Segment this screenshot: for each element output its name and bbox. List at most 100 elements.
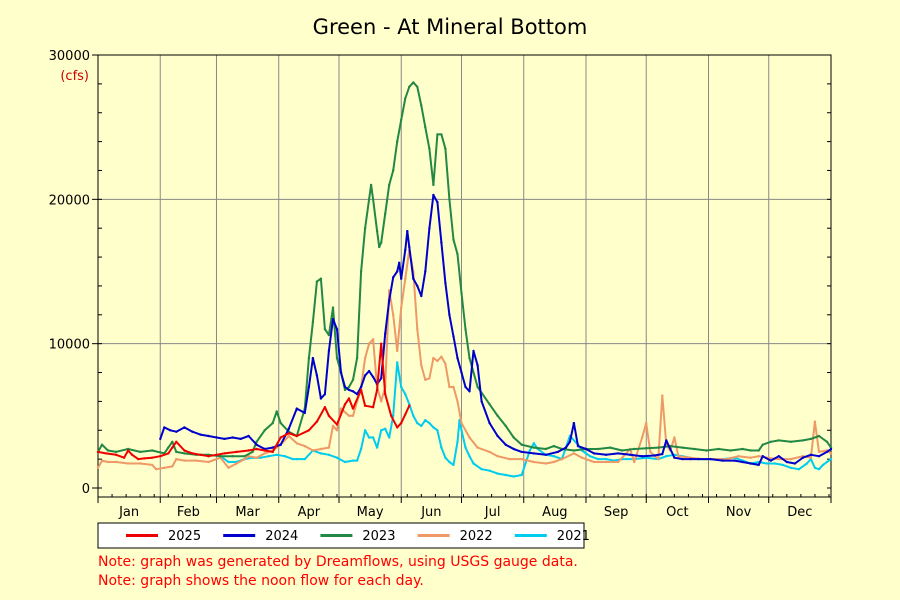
data-point-2024 xyxy=(777,455,780,458)
data-point-2023 xyxy=(809,437,813,441)
data-point-2021 xyxy=(275,453,278,456)
data-point-2023 xyxy=(817,434,821,438)
data-point-2025 xyxy=(122,456,126,459)
data-point-2022 xyxy=(100,459,104,462)
data-point-2021 xyxy=(456,440,459,443)
data-point-2022 xyxy=(424,378,427,381)
data-point-2024 xyxy=(456,356,459,360)
data-point-2025 xyxy=(271,450,274,454)
data-point-2021 xyxy=(552,455,556,458)
data-point-2021 xyxy=(472,462,475,465)
data-point-2022 xyxy=(560,457,564,461)
data-point-2022 xyxy=(151,463,154,467)
data-point-2025 xyxy=(191,452,194,455)
data-point-2024 xyxy=(343,385,347,389)
data-point-2024 xyxy=(367,369,371,373)
data-point-2024 xyxy=(721,459,724,462)
data-point-2024 xyxy=(629,453,632,456)
data-point-2023 xyxy=(392,169,395,172)
data-point-2023 xyxy=(464,328,467,331)
data-point-2024 xyxy=(576,444,580,448)
data-point-2025 xyxy=(175,440,178,443)
data-point-2024 xyxy=(472,349,475,353)
data-point-2021 xyxy=(343,460,347,464)
data-point-2022 xyxy=(243,457,246,461)
data-point-2023 xyxy=(139,450,142,454)
data-point-2024 xyxy=(380,377,383,380)
data-point-2024 xyxy=(452,335,455,338)
data-point-2023 xyxy=(504,424,507,428)
data-point-2023 xyxy=(416,85,419,89)
data-point-2023 xyxy=(741,447,744,451)
data-point-2023 xyxy=(388,183,391,187)
data-point-2022 xyxy=(468,436,471,439)
data-point-2022 xyxy=(396,349,399,353)
data-point-2022 xyxy=(367,342,371,345)
data-point-2024 xyxy=(371,375,375,379)
data-point-2022 xyxy=(789,457,792,461)
data-point-2024 xyxy=(406,229,409,233)
data-point-2025 xyxy=(263,449,266,452)
data-point-2023 xyxy=(106,449,110,452)
data-point-2024 xyxy=(464,385,467,389)
data-point-2024 xyxy=(480,400,483,403)
data-point-2021 xyxy=(444,456,447,459)
data-point-2023 xyxy=(359,270,363,273)
data-point-2024 xyxy=(424,270,427,273)
data-point-2022 xyxy=(737,455,740,458)
data-point-2022 xyxy=(351,414,355,417)
data-point-2022 xyxy=(817,450,821,454)
note-source: Note: graph was generated by Dreamflows,… xyxy=(98,554,578,570)
data-point-2025 xyxy=(347,397,351,400)
data-point-2022 xyxy=(432,356,435,360)
data-point-2024 xyxy=(327,349,331,353)
data-point-2024 xyxy=(323,393,327,396)
data-point-2024 xyxy=(287,427,290,430)
data-point-2022 xyxy=(677,455,680,458)
data-point-2023 xyxy=(620,449,624,452)
data-point-2023 xyxy=(460,291,463,295)
data-point-2021 xyxy=(416,421,419,425)
data-point-2024 xyxy=(351,390,355,393)
data-point-2021 xyxy=(805,462,809,465)
data-point-2023 xyxy=(315,280,319,283)
data-point-2024 xyxy=(247,434,250,438)
data-point-2024 xyxy=(207,434,210,438)
data-point-2023 xyxy=(219,455,222,458)
data-point-2023 xyxy=(596,447,600,451)
data-point-2024 xyxy=(398,261,401,264)
data-point-2023 xyxy=(243,455,246,458)
data-point-2023 xyxy=(275,410,278,413)
data-point-2025 xyxy=(404,413,407,416)
data-point-2025 xyxy=(151,456,154,459)
data-point-2021 xyxy=(283,455,286,458)
data-point-2024 xyxy=(669,447,672,451)
data-point-2022 xyxy=(404,277,407,280)
data-point-2023 xyxy=(396,140,399,143)
data-point-2022 xyxy=(235,462,238,465)
data-point-2025 xyxy=(371,406,375,409)
data-point-2023 xyxy=(323,328,327,331)
legend-label-2021: 2021 xyxy=(557,529,590,544)
data-point-2022 xyxy=(96,466,100,469)
y-tick-label: 10000 xyxy=(49,338,90,353)
data-point-2022 xyxy=(436,359,439,363)
data-point-2024 xyxy=(416,284,419,288)
data-point-2022 xyxy=(183,459,186,462)
data-point-2024 xyxy=(428,227,431,230)
data-point-2022 xyxy=(592,460,596,464)
data-point-2021 xyxy=(432,426,435,429)
data-point-2021 xyxy=(789,466,792,469)
data-point-2024 xyxy=(564,446,568,449)
data-point-2025 xyxy=(335,423,339,426)
data-point-2023 xyxy=(789,440,792,443)
data-point-2024 xyxy=(761,455,764,458)
data-point-2022 xyxy=(633,460,636,464)
data-point-2022 xyxy=(496,455,499,458)
data-point-2022 xyxy=(263,452,266,455)
data-point-2024 xyxy=(169,429,172,432)
data-point-2025 xyxy=(408,404,411,407)
data-point-2023 xyxy=(167,446,170,449)
data-point-2023 xyxy=(608,446,612,449)
legend-label-2024: 2024 xyxy=(265,529,298,544)
